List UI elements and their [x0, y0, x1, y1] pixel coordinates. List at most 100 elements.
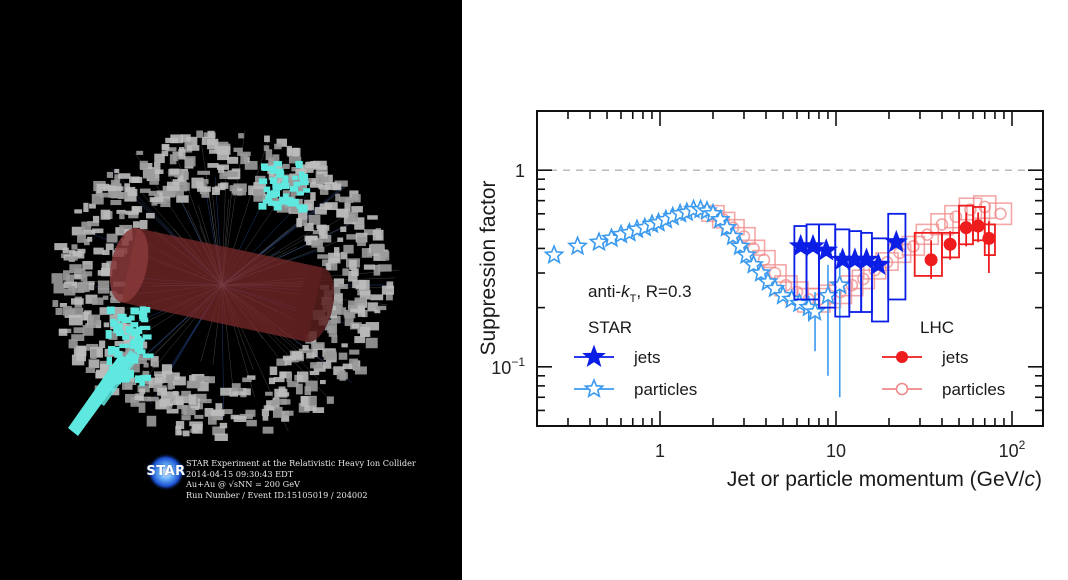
calorimeter-tower [132, 221, 140, 228]
jet-tower-lower [130, 322, 139, 328]
calorimeter-tower [354, 299, 368, 308]
calorimeter-tower [319, 188, 329, 195]
star-particle-point [716, 216, 738, 237]
caption-collision: Au+Au @ √sNN = 200 GeV [186, 479, 300, 489]
calorimeter-tower [103, 322, 110, 328]
jet-tower-upper [274, 168, 284, 174]
calorimeter-tower [335, 193, 341, 202]
calorimeter-tower [63, 270, 70, 281]
calorimeter-tower [102, 249, 110, 256]
jet-tower-lower [114, 351, 123, 358]
calorimeter-tower [194, 393, 207, 402]
calorimeter-tower [300, 395, 311, 407]
calorimeter-tower [349, 349, 360, 355]
calorimeter-tower [332, 286, 341, 295]
calorimeter-tower [161, 150, 169, 157]
x-tick-label: 102 [999, 438, 1026, 461]
calorimeter-tower [310, 192, 316, 201]
calorimeter-tower [111, 388, 120, 396]
calorimeter-tower [65, 274, 74, 284]
calorimeter-tower [352, 280, 367, 289]
jet-tower-lower [129, 315, 135, 321]
calorimeter-tower [88, 282, 95, 291]
calorimeter-tower [298, 348, 313, 353]
jet-tower-lower [113, 325, 119, 334]
jet-tower-lower [116, 323, 123, 331]
calorimeter-tower [106, 171, 114, 178]
annotation-sub: T [630, 293, 637, 305]
calorimeter-tower [304, 386, 312, 396]
calorimeter-tower [161, 143, 170, 151]
calorimeter-tower [291, 351, 303, 360]
calorimeter-tower [265, 391, 273, 396]
annotation-suffix: , R=0.3 [636, 282, 691, 301]
calorimeter-tower [331, 335, 338, 344]
calorimeter-tower [309, 370, 320, 376]
star-particle-point [735, 243, 758, 265]
calorimeter-tower [317, 247, 325, 253]
jet-tower-lower [136, 326, 143, 334]
calorimeter-tower [308, 214, 321, 225]
calorimeter-tower [288, 156, 302, 164]
calorimeter-tower [298, 402, 310, 413]
calorimeter-tower [215, 403, 223, 413]
jet-tower-lower [122, 334, 130, 340]
calorimeter-tower [196, 130, 203, 138]
calorimeter-tower [354, 366, 367, 375]
calorimeter-tower [173, 186, 184, 196]
calorimeter-tower [126, 333, 137, 341]
calorimeter-tower [88, 359, 100, 369]
plot-frame [536, 110, 1044, 427]
calorimeter-tower [296, 371, 309, 383]
calorimeter-tower [286, 372, 292, 383]
calorimeter-tower [219, 422, 228, 429]
jet-tower-upper [296, 191, 305, 196]
calorimeter-tower [197, 382, 209, 392]
calorimeter-tower [96, 183, 110, 190]
calorimeter-tower [214, 433, 228, 441]
jet-tower-upper [281, 182, 290, 190]
calorimeter-tower [92, 228, 104, 234]
calorimeter-tower [99, 192, 112, 198]
calorimeter-tower [51, 273, 63, 284]
jet-tower-lower [130, 328, 141, 337]
lhc-jet-point [982, 231, 996, 245]
calorimeter-tower [186, 136, 198, 146]
calorimeter-tower [62, 306, 72, 316]
calorimeter-tower [115, 187, 121, 198]
caption-title: STAR Experiment at the Relativistic Heav… [186, 458, 416, 468]
calorimeter-tower [105, 243, 114, 251]
calorimeter-tower [114, 168, 120, 174]
calorimeter-tower [363, 264, 375, 270]
calorimeter-tower [147, 396, 159, 402]
calorimeter-tower [357, 307, 366, 317]
jet-tower-upper [265, 194, 272, 203]
calorimeter-tower [335, 302, 343, 309]
calorimeter-tower [357, 237, 366, 247]
calorimeter-tower [69, 264, 82, 274]
calorimeter-tower [333, 278, 345, 287]
calorimeter-tower [297, 209, 308, 220]
tpc-cylinder-end [295, 267, 335, 343]
calorimeter-tower [351, 206, 363, 213]
calorimeter-tower [282, 163, 290, 169]
calorimeter-tower [194, 414, 204, 419]
jet-tower-upper [296, 204, 305, 209]
jet-tower-upper [293, 181, 301, 187]
jet-tower-lower [134, 343, 144, 352]
calorimeter-tower [90, 348, 97, 360]
jet-tower-upper [272, 184, 282, 191]
plot-area [537, 111, 1043, 426]
x-tick-label-base: 10 [999, 441, 1019, 461]
calorimeter-tower [99, 363, 109, 370]
calorimeter-tower [374, 307, 381, 314]
calorimeter-tower [348, 300, 358, 309]
calorimeter-tower [125, 393, 136, 403]
calorimeter-tower [334, 247, 340, 257]
calorimeter-tower [178, 148, 186, 160]
calorimeter-tower [176, 195, 189, 203]
calorimeter-tower [281, 410, 290, 422]
calorimeter-tower [253, 194, 266, 202]
calorimeter-tower [332, 183, 342, 191]
jet-tower-upper [289, 185, 298, 192]
